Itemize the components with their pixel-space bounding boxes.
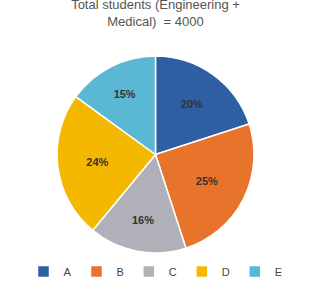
svg-text:C: C: [169, 266, 177, 278]
svg-text:A: A: [64, 266, 72, 278]
svg-text:15%: 15%: [114, 88, 136, 100]
svg-text:25%: 25%: [196, 175, 218, 187]
svg-text:E: E: [275, 266, 282, 278]
svg-text:Total students (Engineering +M: Total students (Engineering +Medical) = …: [71, 0, 240, 29]
svg-text:B: B: [117, 266, 124, 278]
svg-text:D: D: [222, 266, 230, 278]
svg-text:20%: 20%: [181, 98, 203, 110]
svg-text:24%: 24%: [86, 156, 108, 168]
svg-text:16%: 16%: [132, 214, 154, 226]
